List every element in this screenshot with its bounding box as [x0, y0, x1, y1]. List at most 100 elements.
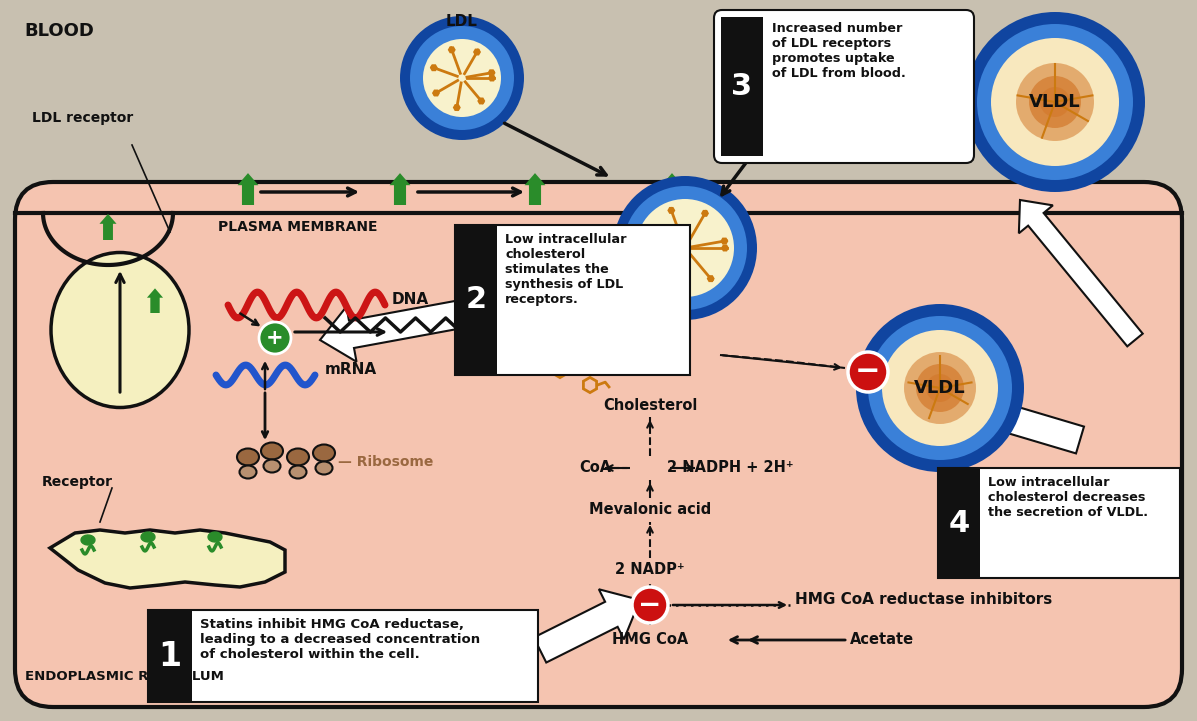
Circle shape	[1016, 63, 1094, 141]
FancyArrow shape	[524, 173, 546, 205]
Polygon shape	[473, 48, 481, 56]
Circle shape	[622, 186, 747, 310]
Text: 2: 2	[466, 286, 486, 314]
FancyBboxPatch shape	[721, 17, 762, 156]
Circle shape	[916, 364, 964, 412]
Polygon shape	[488, 74, 496, 81]
Circle shape	[856, 304, 1023, 472]
Polygon shape	[721, 244, 729, 252]
Text: 1: 1	[158, 640, 182, 673]
FancyArrow shape	[658, 282, 672, 301]
Text: −: −	[855, 358, 881, 386]
FancyBboxPatch shape	[713, 10, 974, 163]
Polygon shape	[1019, 200, 1143, 346]
Circle shape	[926, 374, 954, 402]
Text: Receptor: Receptor	[42, 475, 113, 489]
Text: Low intracellular
cholesterol decreases
the secretion of VLDL.: Low intracellular cholesterol decreases …	[988, 476, 1148, 519]
Polygon shape	[701, 210, 709, 217]
Text: BLOOD: BLOOD	[24, 22, 93, 40]
Text: ENDOPLASMIC RETICULUM: ENDOPLASMIC RETICULUM	[25, 670, 224, 683]
FancyBboxPatch shape	[455, 225, 689, 375]
FancyArrow shape	[699, 282, 711, 301]
Circle shape	[259, 322, 291, 354]
Circle shape	[632, 587, 668, 623]
Polygon shape	[320, 281, 567, 362]
Circle shape	[613, 176, 757, 320]
Text: −: −	[638, 591, 662, 619]
Text: 3: 3	[731, 72, 753, 101]
Polygon shape	[667, 207, 675, 214]
Ellipse shape	[261, 443, 282, 459]
Text: LDL receptor: LDL receptor	[32, 111, 133, 125]
Polygon shape	[721, 238, 729, 244]
FancyArrow shape	[99, 214, 116, 240]
Text: Mevalonic acid: Mevalonic acid	[589, 503, 711, 518]
Circle shape	[991, 38, 1119, 166]
Polygon shape	[448, 46, 456, 53]
Ellipse shape	[316, 461, 333, 474]
Text: mRNA: mRNA	[326, 363, 377, 378]
Text: Statins inhibit HMG CoA reductase,
leading to a decreased concentration
of chole: Statins inhibit HMG CoA reductase, leadi…	[200, 618, 480, 661]
Ellipse shape	[287, 448, 309, 466]
Text: HMG CoA reductase inhibitors: HMG CoA reductase inhibitors	[795, 593, 1052, 608]
Polygon shape	[81, 535, 95, 545]
Text: 4: 4	[948, 508, 970, 537]
Polygon shape	[534, 589, 640, 663]
Circle shape	[882, 330, 998, 446]
Circle shape	[400, 16, 524, 140]
Text: Increased number
of LDL receptors
promotes uptake
of LDL from blood.: Increased number of LDL receptors promot…	[772, 22, 906, 80]
Polygon shape	[644, 231, 651, 238]
FancyArrow shape	[662, 173, 682, 205]
Circle shape	[1029, 76, 1081, 128]
Polygon shape	[432, 89, 440, 97]
Text: — Ribosome: — Ribosome	[338, 455, 433, 469]
FancyArrow shape	[237, 173, 259, 205]
Text: PLASMA MEMBRANE: PLASMA MEMBRANE	[218, 220, 377, 234]
Polygon shape	[50, 530, 285, 588]
Ellipse shape	[237, 448, 259, 466]
Text: CoA: CoA	[579, 461, 610, 476]
FancyBboxPatch shape	[455, 225, 497, 375]
Ellipse shape	[312, 445, 335, 461]
Circle shape	[868, 316, 1011, 460]
Polygon shape	[430, 64, 438, 71]
Ellipse shape	[263, 459, 280, 472]
Circle shape	[423, 39, 502, 117]
FancyArrow shape	[147, 288, 163, 313]
Polygon shape	[208, 532, 221, 542]
Circle shape	[411, 26, 514, 130]
FancyArrow shape	[389, 173, 411, 205]
Text: Acetate: Acetate	[850, 632, 915, 647]
Polygon shape	[895, 367, 1084, 454]
Polygon shape	[674, 284, 682, 291]
Ellipse shape	[51, 252, 189, 407]
Text: HMG CoA: HMG CoA	[612, 632, 688, 647]
Ellipse shape	[290, 466, 306, 479]
Text: VLDL: VLDL	[1029, 93, 1081, 111]
Ellipse shape	[239, 466, 256, 479]
Text: VLDL: VLDL	[915, 379, 966, 397]
Polygon shape	[706, 275, 715, 282]
Circle shape	[847, 352, 888, 392]
Circle shape	[977, 24, 1134, 180]
Text: Low intracellular
cholesterol
stimulates the
synthesis of LDL
receptors.: Low intracellular cholesterol stimulates…	[505, 233, 626, 306]
FancyBboxPatch shape	[16, 182, 1181, 707]
FancyArrow shape	[679, 282, 691, 301]
Circle shape	[904, 352, 976, 424]
Circle shape	[965, 12, 1146, 192]
Text: Cholesterol: Cholesterol	[603, 397, 697, 412]
FancyBboxPatch shape	[148, 610, 192, 702]
FancyBboxPatch shape	[148, 610, 537, 702]
Polygon shape	[646, 265, 655, 272]
Text: DNA: DNA	[391, 293, 430, 307]
Circle shape	[636, 199, 734, 297]
Text: 2 NADPH + 2H⁺: 2 NADPH + 2H⁺	[667, 461, 794, 476]
Polygon shape	[478, 97, 485, 105]
Text: 2 NADP⁺: 2 NADP⁺	[615, 562, 685, 578]
FancyBboxPatch shape	[938, 468, 980, 578]
Polygon shape	[452, 104, 461, 111]
FancyBboxPatch shape	[938, 468, 1180, 578]
Text: LDL: LDL	[446, 14, 478, 29]
Polygon shape	[487, 69, 496, 76]
Polygon shape	[141, 532, 154, 542]
